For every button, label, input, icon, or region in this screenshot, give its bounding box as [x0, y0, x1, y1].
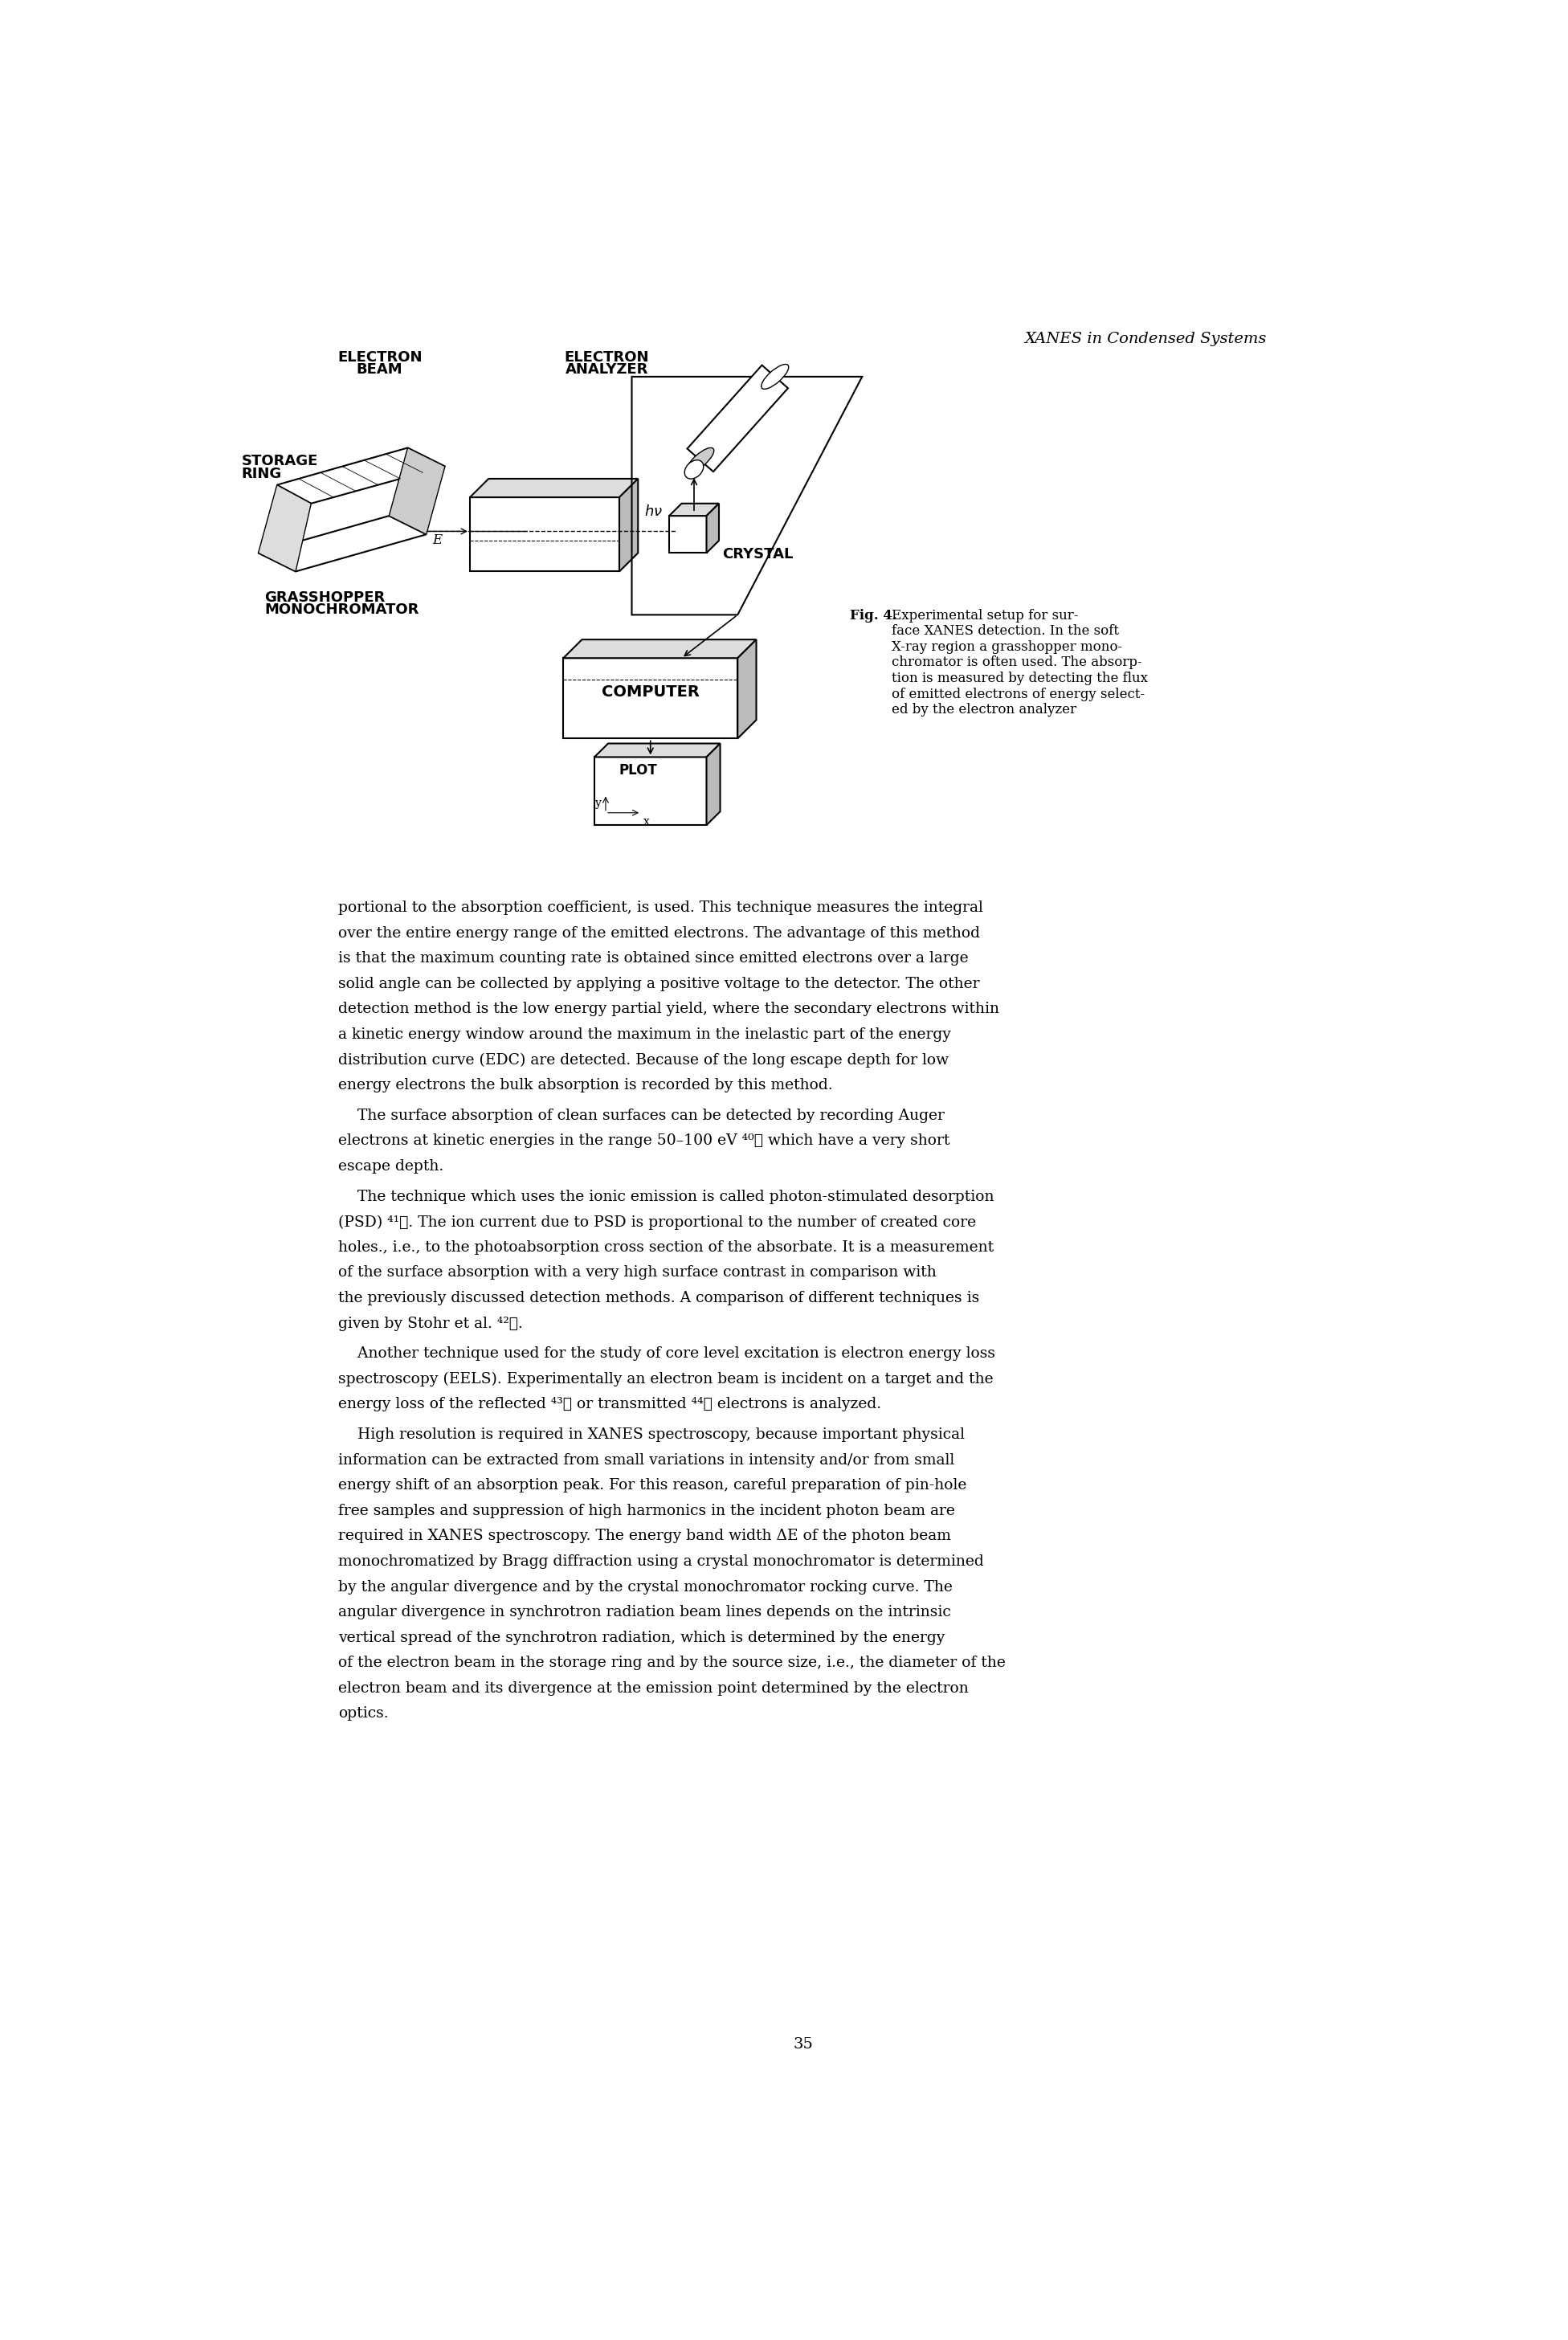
- Polygon shape: [687, 365, 789, 473]
- Text: is that the maximum counting rate is obtained since emitted electrons over a lar: is that the maximum counting rate is obt…: [339, 952, 967, 966]
- Text: Fig. 4.: Fig. 4.: [850, 608, 897, 622]
- Text: over the entire energy range of the emitted electrons. The advantage of this met: over the entire energy range of the emit…: [339, 927, 980, 941]
- Polygon shape: [670, 515, 707, 552]
- Text: ANALYZER: ANALYZER: [566, 363, 649, 377]
- Text: vertical spread of the synchrotron radiation, which is determined by the energy: vertical spread of the synchrotron radia…: [339, 1631, 944, 1645]
- Text: The technique which uses the ionic emission is called photon-stimulated desorpti: The technique which uses the ionic emiss…: [339, 1189, 994, 1203]
- Text: distribution curve (EDC) are detected. Because of the long escape depth for low: distribution curve (EDC) are detected. B…: [339, 1053, 949, 1067]
- Polygon shape: [594, 744, 720, 758]
- Text: PLOT: PLOT: [619, 763, 657, 777]
- Text: spectroscopy (EELS). Experimentally an electron beam is incident on a target and: spectroscopy (EELS). Experimentally an e…: [339, 1371, 993, 1388]
- Text: energy shift of an absorption peak. For this reason, careful preparation of pin-: energy shift of an absorption peak. For …: [339, 1479, 966, 1493]
- Polygon shape: [563, 658, 737, 739]
- Text: RING: RING: [241, 466, 282, 480]
- Ellipse shape: [685, 461, 704, 480]
- Text: angular divergence in synchrotron radiation beam lines depends on the intrinsic: angular divergence in synchrotron radiat…: [339, 1605, 950, 1619]
- Text: holes., i.e., to the photoabsorption cross section of the absorbate. It is a mea: holes., i.e., to the photoabsorption cro…: [339, 1240, 994, 1254]
- Ellipse shape: [762, 365, 789, 388]
- Text: energy electrons the bulk absorption is recorded by this method.: energy electrons the bulk absorption is …: [339, 1079, 833, 1093]
- Text: of the surface absorption with a very high surface contrast in comparison with: of the surface absorption with a very hi…: [339, 1266, 936, 1280]
- Text: of the electron beam in the storage ring and by the source size, i.e., the diame: of the electron beam in the storage ring…: [339, 1657, 1005, 1671]
- Polygon shape: [594, 758, 707, 826]
- Text: portional to the absorption coefficient, is used. This technique measures the in: portional to the absorption coefficient,…: [339, 901, 983, 915]
- Text: given by Stohr et al. ⁴²⧠.: given by Stohr et al. ⁴²⧠.: [339, 1315, 522, 1331]
- Text: (PSD) ⁴¹⧠. The ion current due to PSD is proportional to the number of created c: (PSD) ⁴¹⧠. The ion current due to PSD is…: [339, 1214, 975, 1228]
- Text: required in XANES spectroscopy. The energy band width ΔE of the photon beam: required in XANES spectroscopy. The ener…: [339, 1528, 950, 1544]
- Text: XANES in Condensed Systems: XANES in Condensed Systems: [1024, 332, 1267, 346]
- Text: electron beam and its divergence at the emission point determined by the electro: electron beam and its divergence at the …: [339, 1680, 969, 1697]
- Polygon shape: [259, 484, 310, 571]
- Text: ELECTRON: ELECTRON: [564, 351, 649, 365]
- Polygon shape: [619, 480, 638, 571]
- Text: electrons at kinetic energies in the range 50–100 eV ⁴⁰⧠ which have a very short: electrons at kinetic energies in the ran…: [339, 1135, 950, 1149]
- Text: energy loss of the reflected ⁴³⧠ or transmitted ⁴⁴⧠ electrons is analyzed.: energy loss of the reflected ⁴³⧠ or tran…: [339, 1397, 881, 1411]
- Polygon shape: [563, 639, 756, 658]
- Polygon shape: [670, 503, 720, 515]
- Text: by the angular divergence and by the crystal monochromator rocking curve. The: by the angular divergence and by the cry…: [339, 1580, 952, 1594]
- Polygon shape: [707, 744, 720, 826]
- Polygon shape: [278, 447, 445, 503]
- Text: GRASSHOPPER: GRASSHOPPER: [265, 590, 386, 604]
- Polygon shape: [389, 447, 445, 534]
- Text: solid angle can be collected by applying a positive voltage to the detector. The: solid angle can be collected by applying…: [339, 976, 980, 992]
- Text: information can be extracted from small variations in intensity and/or from smal: information can be extracted from small …: [339, 1453, 955, 1467]
- Ellipse shape: [687, 447, 713, 473]
- Text: monochromatized by Bragg diffraction using a crystal monochromator is determined: monochromatized by Bragg diffraction usi…: [339, 1554, 983, 1568]
- Text: $h\nu$: $h\nu$: [644, 505, 663, 519]
- Text: Another technique used for the study of core level excitation is electron energy: Another technique used for the study of …: [339, 1346, 996, 1362]
- Text: the previously discussed detection methods. A comparison of different techniques: the previously discussed detection metho…: [339, 1292, 978, 1306]
- Text: detection method is the low energy partial yield, where the secondary electrons : detection method is the low energy parti…: [339, 1002, 999, 1016]
- Polygon shape: [470, 498, 619, 571]
- Text: ELECTRON: ELECTRON: [337, 351, 422, 365]
- Text: 35: 35: [793, 2038, 814, 2052]
- Text: COMPUTER: COMPUTER: [602, 686, 699, 700]
- Text: optics.: optics.: [339, 1706, 389, 1720]
- Text: STORAGE: STORAGE: [241, 454, 318, 468]
- Text: a kinetic energy window around the maximum in the inelastic part of the energy: a kinetic energy window around the maxim…: [339, 1027, 950, 1041]
- Text: free samples and suppression of high harmonics in the incident photon beam are: free samples and suppression of high har…: [339, 1505, 955, 1519]
- Text: CRYSTAL: CRYSTAL: [721, 548, 793, 562]
- Text: E: E: [433, 534, 442, 548]
- Text: x: x: [643, 817, 649, 826]
- Text: escape depth.: escape depth.: [339, 1158, 444, 1175]
- Polygon shape: [470, 480, 638, 498]
- Text: Experimental setup for sur-
face XANES detection. In the soft
X-ray region a gra: Experimental setup for sur- face XANES d…: [892, 608, 1148, 716]
- Text: The surface absorption of clean surfaces can be detected by recording Auger: The surface absorption of clean surfaces…: [339, 1109, 944, 1123]
- Polygon shape: [259, 515, 426, 571]
- Text: High resolution is required in XANES spectroscopy, because important physical: High resolution is required in XANES spe…: [339, 1427, 964, 1441]
- Polygon shape: [707, 503, 720, 552]
- Polygon shape: [737, 639, 756, 739]
- Text: MONOCHROMATOR: MONOCHROMATOR: [265, 601, 419, 618]
- Text: BEAM: BEAM: [356, 363, 403, 377]
- Text: y: y: [596, 798, 602, 810]
